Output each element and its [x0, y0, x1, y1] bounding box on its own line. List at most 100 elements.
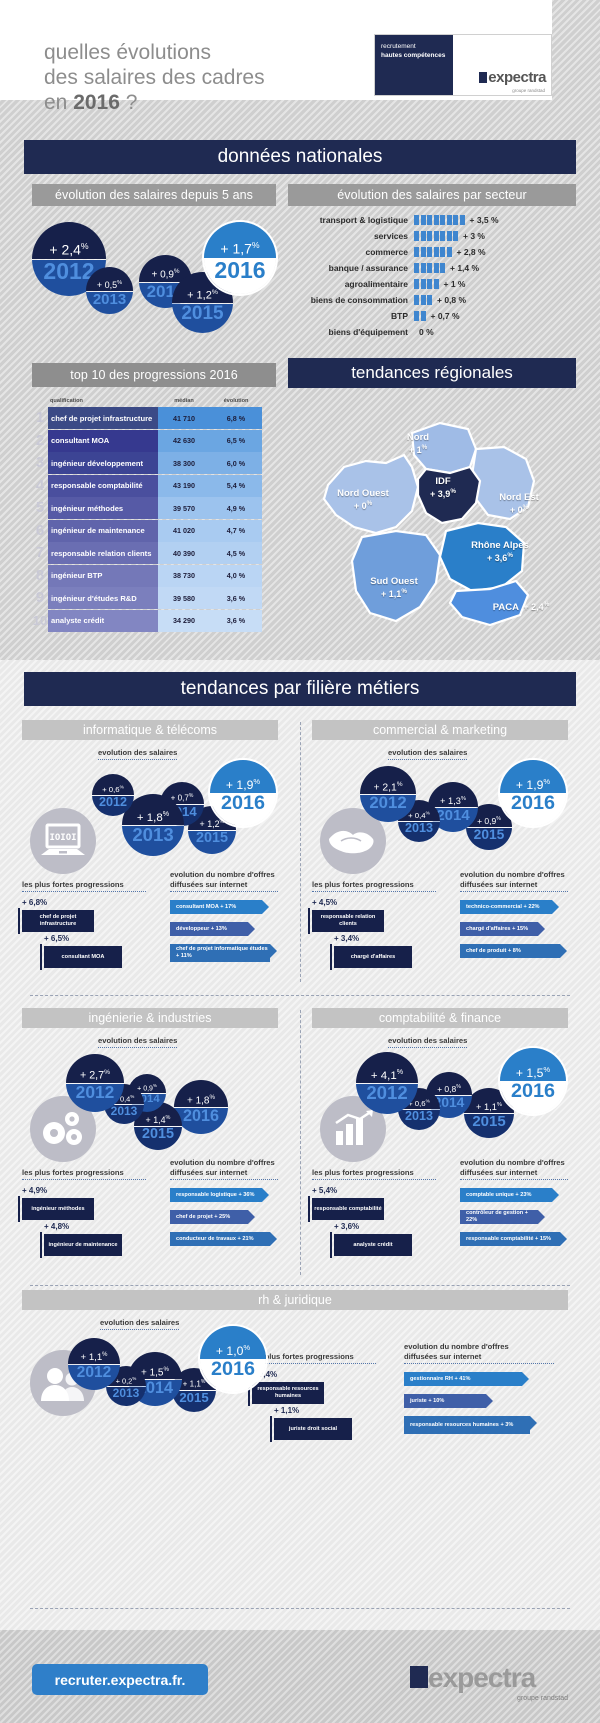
- bubble-year: 2015: [473, 827, 505, 842]
- row-evolution: 3,6 %: [210, 609, 262, 632]
- title-line-3-pre: en: [44, 91, 74, 114]
- sector-value: + 1,4 %: [450, 263, 480, 273]
- table-row: 9 ingénieur d'études R&D 39 580 3,6 %: [32, 587, 274, 609]
- progression-connector: [40, 1232, 42, 1258]
- progression-job: consultant MOA: [44, 946, 122, 968]
- row-rank: 1: [35, 409, 45, 426]
- sector-row: transport & logistique + 3,5 %: [296, 212, 568, 228]
- logo-subtitle: groupe randstad: [512, 88, 545, 93]
- row-median: 39 570: [158, 497, 210, 519]
- table-row: 6 ingénieur de maintenance 41 020 4,7 %: [32, 519, 274, 542]
- progression-job: responsable comptabilité: [312, 1198, 384, 1220]
- row-qualification: consultant MOA: [48, 429, 158, 452]
- sector-value: + 3,5 %: [469, 215, 499, 225]
- bubble-top: + 1,8%: [174, 1080, 228, 1107]
- row-median: 43 190: [158, 474, 210, 497]
- row-rank: 7: [35, 544, 45, 561]
- offer-arrow: responsable logistique + 36%: [170, 1188, 269, 1202]
- row-qualification: responsable relation clients: [48, 542, 158, 564]
- sector-row: biens de consommation + 0,8 %: [296, 292, 568, 308]
- bubble-pct: + 0,2%: [115, 1375, 137, 1385]
- bubble-pct: + 4,1%: [370, 1068, 404, 1082]
- subsection-title-sectors: évolution des salaires par secteur: [288, 184, 576, 206]
- bubble-pct: + 1,8%: [187, 1093, 215, 1106]
- table-row: 7 responsable relation clients 40 390 4,5 %: [32, 542, 274, 564]
- bubble-year: 2012: [75, 1082, 115, 1102]
- logo-brand: expectra groupe randstad: [453, 35, 551, 95]
- caption-offres: evolution du nombre d'offres diffusées su…: [460, 870, 568, 892]
- logo-tagline-2: hautes: [381, 51, 402, 59]
- caption-offres-line1: evolution du nombre d'offres: [170, 1158, 275, 1167]
- bubble-pct: + 1,5%: [515, 1064, 551, 1080]
- bubble-top: + 0,7%: [160, 782, 204, 804]
- bubble-year: 2015: [472, 1113, 506, 1130]
- map-label-paca: PACA + 2,4%: [492, 601, 550, 613]
- divider-horizontal-3: [30, 1608, 570, 1609]
- bubble-year: 2014: [134, 1093, 160, 1105]
- bubble-pct: + 1,3%: [440, 795, 466, 806]
- table-row: 2 consultant MOA 42 630 6,5 %: [32, 429, 274, 452]
- row-qualification: ingénieur d'études R&D: [48, 587, 158, 609]
- logo-tagline: recrutement hautes compétences: [375, 35, 453, 95]
- bubble-year: 2016: [210, 1358, 255, 1380]
- cta-button[interactable]: recruter.expectra.fr.: [32, 1664, 208, 1695]
- bubble-year: 2015: [141, 1126, 174, 1142]
- caption-progressions: les plus fortes progressions: [312, 880, 436, 892]
- logo-word-text: expectra: [488, 69, 546, 86]
- panel-bubble-2016: + 1,0% 2016: [200, 1326, 266, 1392]
- bubble-bottom: 2015: [188, 831, 236, 854]
- top10-table: qualification médian évolution 1 chef de …: [32, 398, 274, 632]
- progression-connector: [270, 1416, 272, 1442]
- bubble-pct: + 1,8%: [136, 810, 170, 824]
- panel-bubble-2012: + 2,1% 2012: [360, 766, 416, 822]
- progression-pct: + 6,5%: [44, 934, 70, 943]
- progression-pct: + 6,8%: [22, 898, 48, 907]
- sector-row: commerce + 2,8 %: [296, 244, 568, 260]
- sector-value: + 1 %: [443, 279, 466, 289]
- caption-progressions: les plus fortes progressions: [252, 1352, 376, 1364]
- progression-connector: [330, 944, 332, 970]
- laptop-icon: IOIOI: [30, 808, 96, 874]
- bubble-2016-pct: + 1,7%: [220, 240, 260, 257]
- bubble-2012-top: + 2,4%: [32, 222, 106, 259]
- progression-connector: [248, 1380, 250, 1406]
- bubble-pct: + 2,7%: [79, 1069, 111, 1082]
- sector-bars: [414, 295, 432, 305]
- france-map-svg: [322, 421, 536, 627]
- map-label-nord-est: Nord Est + 0%: [499, 492, 539, 515]
- logo-square-icon: [479, 72, 488, 83]
- bubble-pct: + 2,1%: [373, 780, 403, 793]
- row-evolution: 4,5 %: [210, 542, 262, 564]
- offer-arrow: développeur + 13%: [170, 922, 255, 936]
- sector-label: BTP: [391, 311, 408, 321]
- bubble-bottom: 2013: [398, 1110, 440, 1130]
- title-line-3: en 2016 ?: [44, 90, 374, 115]
- subsection-title-top10: top 10 des progressions 2016: [32, 363, 276, 387]
- sector-value: + 3 %: [463, 231, 485, 241]
- progression-pct: + 4,9%: [22, 1186, 48, 1195]
- caption-offres-line2: diffusées sur internet: [404, 1351, 482, 1361]
- offer-arrow: responsable resources humaines + 3%: [404, 1416, 537, 1434]
- bubble-year: 2012: [98, 795, 128, 809]
- panel-bubble-2016: + 1,8% 2016: [174, 1080, 228, 1134]
- progression-connector: [308, 1196, 310, 1222]
- caption-offres: evolution du nombre d'offres diffusées su…: [460, 1158, 568, 1180]
- bubble-pct: + 1,4%: [145, 1115, 171, 1125]
- bubble-bottom: 2013: [398, 822, 440, 842]
- bubble-pct: + 0,7%: [170, 793, 194, 803]
- bubble-2014-pct: + 0,9%: [151, 268, 180, 281]
- row-median: 38 300: [158, 452, 210, 474]
- bubble-pct: + 1,1%: [476, 1101, 502, 1112]
- bubble-top: + 1,0%: [200, 1326, 266, 1359]
- bubble-top: + 1,5%: [500, 1048, 566, 1081]
- filiere-panel: comptabilité & finance evolution des sala…: [308, 1008, 568, 1283]
- sector-value: + 0,7 %: [430, 311, 460, 321]
- bubble-bottom: 2013: [122, 825, 184, 856]
- progression-job: analyste crédit: [334, 1234, 412, 1256]
- caption-progressions: les plus fortes progressions: [22, 880, 146, 892]
- panel-bubble-2016: + 1,9% 2016: [500, 760, 566, 826]
- bubble-pct: + 0,4%: [113, 1093, 135, 1103]
- panel-title: comptabilité & finance: [312, 1008, 568, 1028]
- bubble-2012-year: 2012: [43, 258, 95, 284]
- row-evolution: 3,6 %: [210, 587, 262, 609]
